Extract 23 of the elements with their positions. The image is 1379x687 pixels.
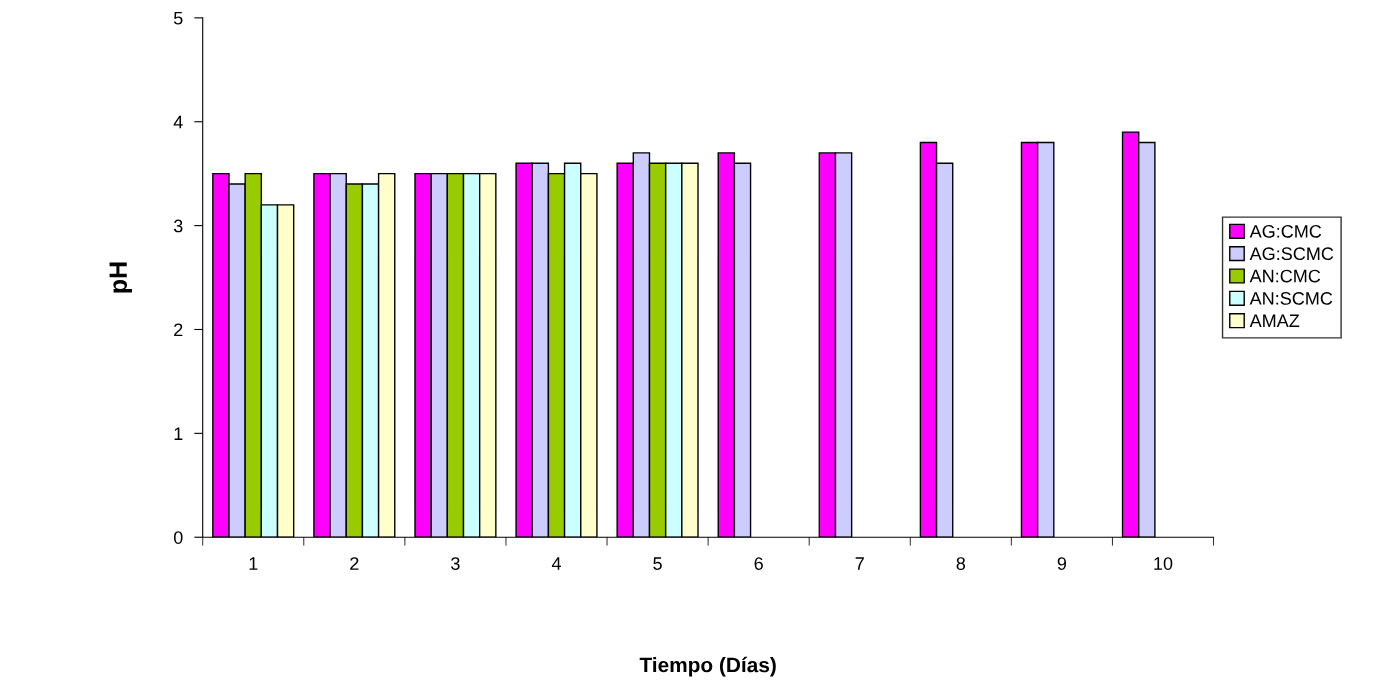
y-axis-title: pH — [109, 262, 132, 293]
x-tick-label: 5 — [653, 557, 662, 570]
x-tick-label: 9 — [1057, 557, 1067, 570]
legend-label: AG:SCMC — [1249, 247, 1334, 261]
x-tick-label: 2 — [350, 557, 359, 570]
x-tick-label: 6 — [754, 557, 763, 570]
x-tick-label: 4 — [551, 557, 561, 570]
y-tick-label: 2 — [174, 323, 183, 337]
y-tick-label: 1 — [174, 427, 183, 440]
legend-label: AN:SCMC — [1249, 292, 1333, 305]
legend-label: AMAZ — [1249, 314, 1300, 327]
y-tick-label: 3 — [173, 219, 183, 233]
y-tick-label: 0 — [173, 531, 183, 544]
legend-label: AG:CMC — [1249, 224, 1322, 238]
y-tick-label: 5 — [173, 11, 183, 25]
x-tick-label: 1 — [249, 557, 258, 570]
y-tick-label: 4 — [173, 115, 183, 129]
x-tick-label: 3 — [451, 557, 460, 570]
legend-label: AN:CMC — [1249, 269, 1321, 283]
x-tick-label: 7 — [855, 557, 864, 570]
x-tick-label: 10 — [1154, 557, 1173, 570]
x-axis-title: Tiempo (Días) — [639, 656, 776, 677]
x-tick-label: 8 — [956, 557, 966, 570]
